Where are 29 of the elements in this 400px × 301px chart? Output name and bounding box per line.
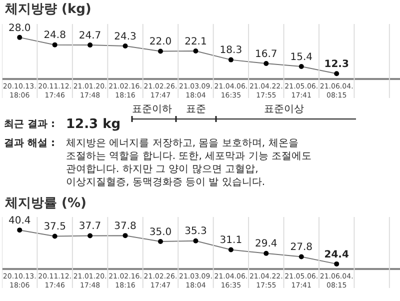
data-label: 18.3 [220,45,242,56]
data-label: 22.0 [149,36,172,48]
data-label: 24.4 [324,249,349,260]
text: 12.3 kg [66,117,121,132]
text: 최근 결과 : [4,119,55,130]
data-label: 27.8 [290,242,313,254]
data-label: 16.7 [255,48,278,60]
data-label: 35.0 [149,226,172,238]
data-label: 40.4 [8,215,31,226]
data-label: 29.4 [255,238,278,250]
data-label: 12.3 [324,59,349,70]
data-label: 37.5 [44,222,66,233]
data-label: 24.8 [44,30,66,42]
data-label: 37.7 [78,221,102,232]
chart-title: 체지방률 (%) [4,196,86,211]
chart-title: 체지방량 (kg) [4,2,92,17]
data-label: 31.1 [220,235,242,246]
text: 결과 해설 : [4,138,55,149]
data-label: 22.1 [184,36,207,48]
data-label: 24.7 [78,30,102,42]
data-label: 28.0 [8,22,31,34]
data-label: 37.8 [114,220,136,232]
text: 표준 [186,104,206,115]
text: 표준이상 [264,104,304,115]
data-label: 24.3 [114,31,136,42]
data-label: 35.3 [184,226,207,238]
data-label: 15.4 [290,52,313,63]
text: 체지방은 에너지를 저장하고, 몸을 보호하며, 체온을 조절하는 역할을 합니다. 또한, 세포막과 기능 조절에도 관여합니다. 하지만 그 양이 많으면 고혈압, 이상지질혈증, 동맥경화증 등이 발 있습니다. [66,138,312,188]
text: 표준이하 [132,104,172,115]
